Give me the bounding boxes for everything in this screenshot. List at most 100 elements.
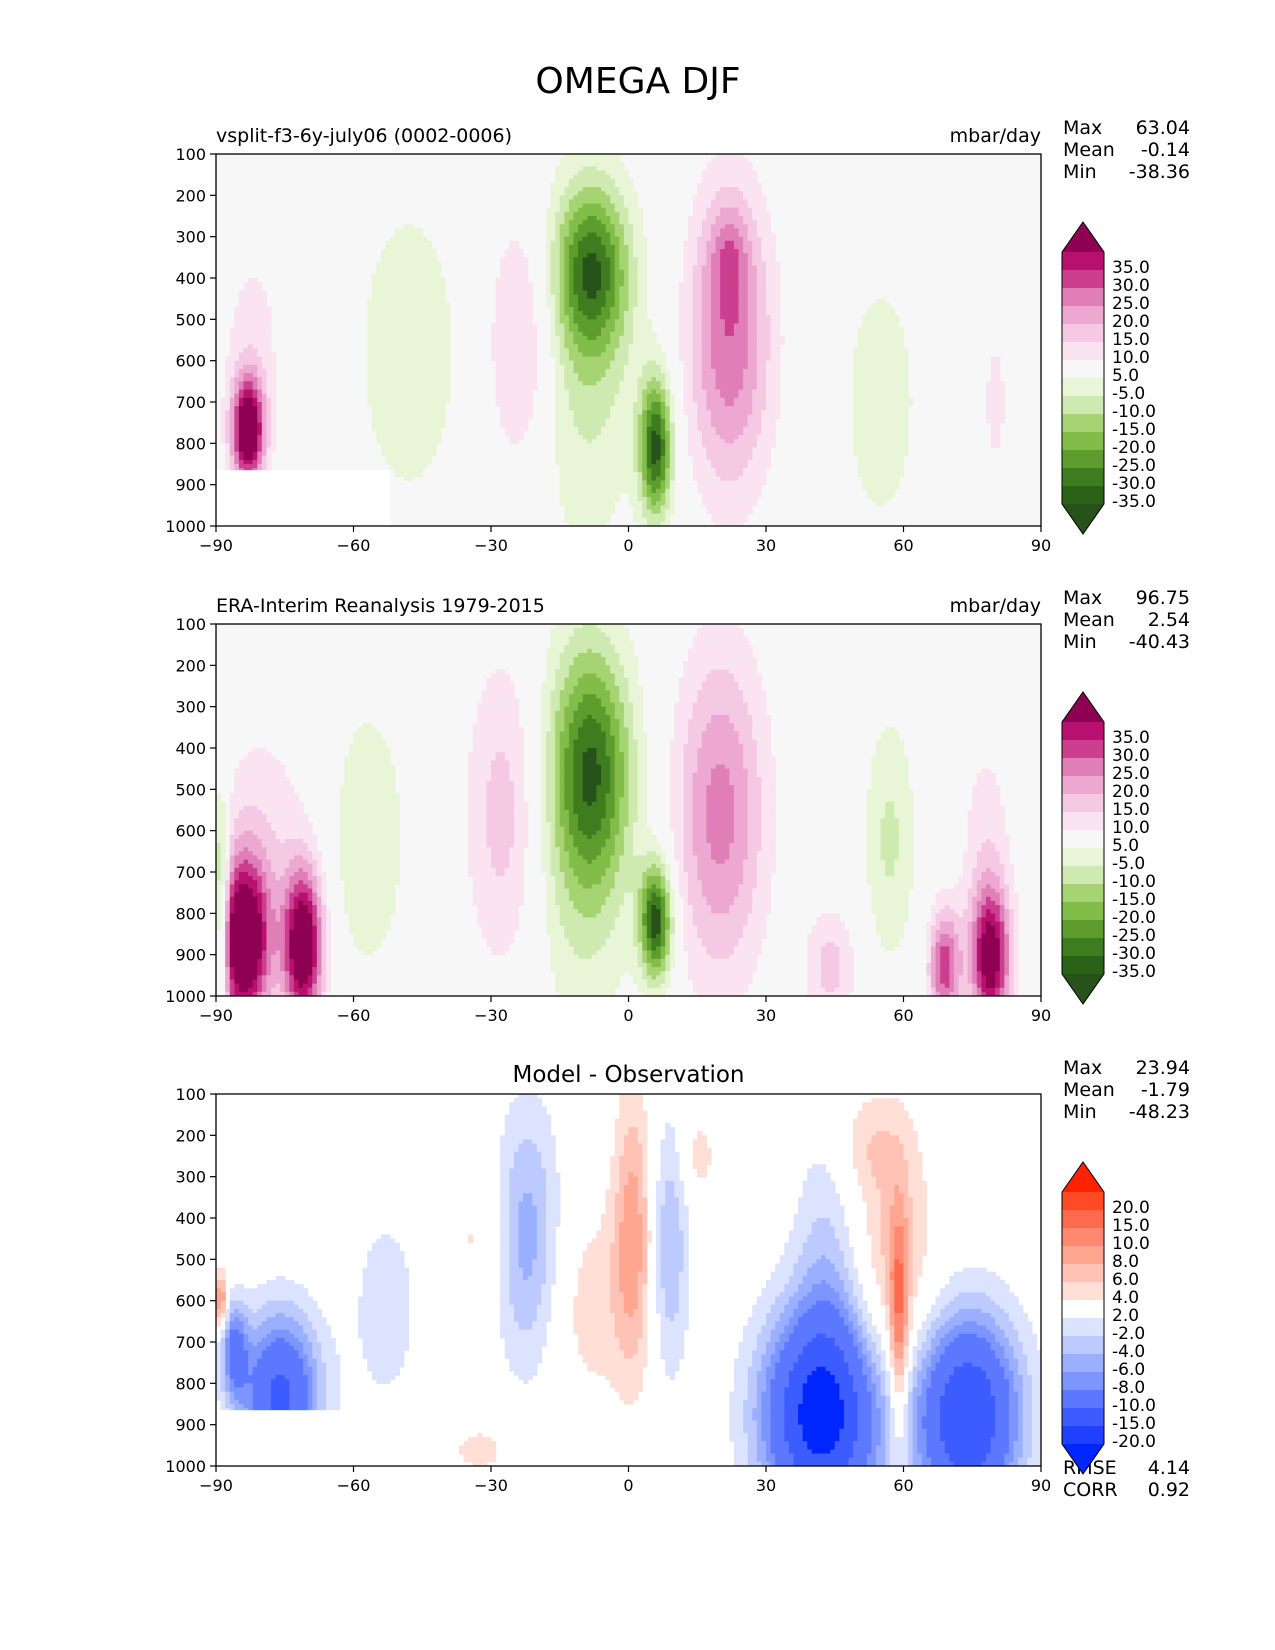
contour-cell: [692, 340, 698, 345]
contour-cell: [509, 377, 515, 382]
contour-cell: [715, 410, 721, 415]
contour-cell: [876, 389, 882, 395]
contour-cell: [752, 216, 758, 221]
contour-cell: [715, 207, 721, 213]
contour-cell: [903, 406, 909, 411]
contour-cell: [894, 373, 900, 378]
contour-cell: [426, 319, 433, 325]
contour-cell: [697, 406, 703, 411]
contour-cell: [417, 265, 423, 271]
contour-cell: [761, 443, 767, 449]
contour-cell: [761, 302, 767, 308]
contour-cell: [381, 319, 387, 325]
contour-cell: [747, 170, 753, 176]
contour-cell: [367, 368, 373, 374]
contour-cell: [743, 178, 749, 184]
contour-cell: [701, 269, 708, 275]
contour-cell: [399, 443, 405, 449]
contour-cell: [738, 182, 744, 188]
contour-cell: [711, 368, 717, 374]
contour-cell: [642, 360, 648, 366]
contour-cell: [225, 410, 231, 415]
contour-cell: [711, 170, 717, 176]
contour-cell: [243, 356, 249, 362]
contour-cell: [706, 261, 712, 267]
contour-cell: [779, 335, 785, 341]
contour-cell: [573, 294, 579, 300]
contour-cell: [761, 393, 767, 399]
contour-cell: [683, 294, 689, 300]
contour-cell: [601, 435, 607, 440]
contour-cell: [688, 257, 694, 263]
contour-cell: [715, 377, 721, 382]
contour-cell: [642, 422, 648, 428]
contour-cell: [898, 414, 905, 420]
contour-cell: [257, 352, 263, 358]
contour-cell: [738, 327, 744, 333]
contour-cell: [619, 203, 625, 209]
contour-cell: [724, 211, 730, 217]
contour-cell: [248, 397, 254, 403]
contour-cell: [225, 447, 231, 453]
contour-cell: [995, 397, 1001, 403]
contour-cell: [596, 290, 602, 296]
contour-cell: [610, 439, 616, 444]
contour-cell: [711, 265, 717, 271]
contour-cell: [568, 174, 575, 180]
contour-cell: [614, 182, 620, 188]
contour-cell: [417, 286, 423, 291]
contour-cell: [573, 393, 579, 399]
contour-cell: [385, 282, 391, 287]
contour-cell: [555, 327, 561, 333]
contour-cell: [747, 294, 753, 300]
contour-cell: [775, 302, 781, 308]
contour-cell: [550, 302, 556, 308]
contour-cell: [591, 327, 598, 333]
contour-cell: [413, 430, 419, 436]
contour-cell: [715, 389, 721, 395]
contour-cell: [243, 430, 249, 436]
contour-cell: [724, 414, 730, 420]
contour-cell: [243, 364, 249, 370]
contour-cell: [596, 319, 602, 325]
contour-cell: [587, 187, 593, 192]
contour-cell: [422, 406, 428, 411]
contour-cell: [724, 389, 730, 395]
contour-cell: [729, 228, 735, 234]
contour-cell: [898, 389, 905, 395]
contour-cell: [440, 368, 446, 374]
contour-cell: [990, 443, 996, 449]
contour-cell: [390, 253, 396, 258]
contour-cell: [614, 315, 620, 320]
contour-cell: [381, 249, 387, 254]
contour-cell: [436, 418, 442, 424]
contour-cell: [591, 368, 598, 374]
contour-cell: [701, 216, 708, 221]
contour-cell: [376, 335, 382, 341]
contour-cell: [426, 298, 433, 304]
contour-cell: [596, 298, 602, 304]
contour-cell: [261, 373, 268, 378]
contour-cell: [546, 207, 552, 213]
contour-cell: [605, 178, 611, 184]
contour-cell: [651, 443, 657, 449]
contour-cell: [766, 236, 772, 242]
contour-cell: [587, 191, 593, 196]
contour-cell: [720, 278, 726, 283]
contour-cell: [715, 244, 721, 250]
contour-cell: [546, 278, 552, 283]
contour-cell: [651, 418, 657, 424]
contour-cell: [646, 414, 653, 420]
contour-cell: [559, 162, 565, 167]
contour-cell: [257, 406, 263, 411]
contour-cell: [633, 418, 639, 424]
contour-cell: [706, 203, 712, 209]
contour-cell: [605, 430, 611, 436]
contour-cell: [697, 278, 703, 283]
contour-cell: [568, 269, 575, 275]
contour-cell: [623, 352, 630, 358]
contour-cell: [857, 410, 863, 415]
contour-cell: [766, 240, 772, 246]
contour-cell: [500, 402, 506, 407]
contour-cell: [504, 402, 510, 407]
